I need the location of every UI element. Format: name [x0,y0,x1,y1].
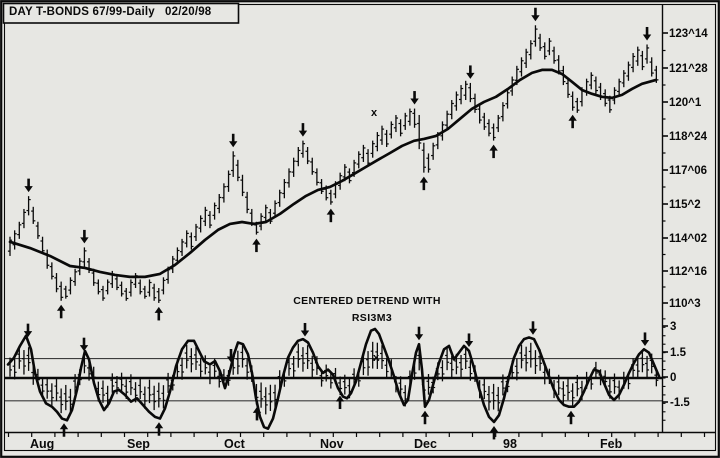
osc-smoothed-line [6,327,661,431]
price-buy-arrow-stem [571,120,574,129]
osc-x-marker: x [373,352,380,364]
osc-sell-arrow-stem [303,322,307,331]
price-sell-arrow-stem [231,133,235,142]
osc-buy-arrow-stem [157,427,161,436]
price-axis-label: 121^28 [669,63,708,75]
osc-buy-arrow [420,410,430,417]
price-sell-arrow [298,130,308,137]
price-buy-arrow-stem [255,244,258,253]
osc-sell-arrow-stem [26,323,30,332]
price-axis-label: 120^1 [669,97,702,109]
osc-sell-arrow-stem [531,321,535,330]
osc-buy-arrow [335,395,345,402]
detrend-annotation-line1: CENTERED DETREND WITH [293,295,441,307]
osc-buy-arrow [154,422,164,429]
osc-sell-arrow-stem [82,337,86,346]
osc-buy-arrow-stem [255,412,259,421]
osc-sell-arrow-stem [417,326,421,335]
x-axis-month-label: Nov [320,437,344,451]
price-sell-arrow-stem [27,178,30,187]
osc-sell-arrow [79,345,89,352]
osc-axis-label: 1.5 [670,347,687,359]
price-buy-arrow-stem [492,150,495,159]
x-axis-month-label: Oct [224,437,246,451]
price-sell-arrow-stem [83,229,86,238]
price-axis-label: 123^14 [669,28,708,40]
price-buy-arrow [252,238,261,245]
price-axis-label: 117^06 [669,165,707,177]
osc-sell-arrow [414,334,424,341]
osc-axis-label: 0 [670,372,676,384]
osc-sell-arrow [464,340,474,347]
inner-border [3,3,717,452]
osc-buy-arrow-stem [338,401,342,410]
x-axis-month-label: Sep [127,437,150,451]
price-x-marker: x [371,107,378,119]
osc-buy-arrow [252,406,262,413]
chart-title: DAY T-BONDS 67/99-Daily 02/20/98 [9,6,212,18]
osc-axis-label: -1.5 [670,397,690,409]
x-axis-month-label: Feb [600,437,623,451]
osc-sell-arrow-stem [229,349,233,358]
price-moving-average-line [8,68,658,279]
osc-buy-arrow [566,410,576,417]
price-buy-arrow [419,176,429,183]
osc-sell-arrow [640,339,650,346]
price-buy-arrow [326,208,336,215]
price-sell-arrow-stem [645,26,649,35]
price-buy-arrow-stem [329,214,333,223]
price-sell-arrow-stem [413,91,416,100]
price-sell-arrow-stem [469,65,472,74]
price-sell-arrow-stem [301,123,305,132]
osc-sell-arrow-stem [643,332,647,341]
osc-buy-arrow-stem [492,431,496,440]
x-axis-month-label: 98 [503,437,517,451]
price-sell-arrow [466,72,475,79]
price-sell-arrow [80,237,89,244]
price-buy-arrow [154,306,163,313]
price-sell-arrow [531,15,540,22]
title-box [2,2,240,24]
osc-buy-arrow [489,425,499,432]
osc-sell-arrow [23,331,33,338]
price-buy-arrow-stem [59,310,63,319]
osc-buy-arrow-stem [423,416,427,425]
x-axis-month-label: Aug [30,437,54,451]
osc-sell-arrow [300,330,310,337]
price-axis-label: 115^2 [669,199,701,211]
price-axis-label: 118^24 [669,131,708,143]
price-axis-label: 110^3 [669,298,701,310]
price-axis-label: 112^16 [669,266,707,278]
price-axis-label: 114^02 [669,233,707,245]
price-buy-arrow-stem [157,312,161,321]
detrend-annotation-line2: RSI3M3 [351,312,393,324]
osc-buy-arrow [59,423,69,430]
price-buy-arrow [489,144,498,151]
x-axis-month-label: Dec [414,437,437,451]
price-sell-arrow [229,141,238,148]
price-sell-arrow-stem [534,7,537,16]
price-buy-arrow [56,304,66,311]
osc-axis-label: 3 [670,321,676,333]
osc-sell-arrow [226,356,236,363]
price-sell-arrow [642,34,652,41]
osc-sell-arrow [528,328,538,335]
osc-sell-arrow-stem [467,333,471,342]
price-sell-arrow [410,98,419,105]
osc-buy-arrow-stem [569,416,573,425]
price-buy-arrow [568,114,577,121]
price-buy-arrow-stem [422,182,426,191]
price-sell-arrow [24,186,33,193]
